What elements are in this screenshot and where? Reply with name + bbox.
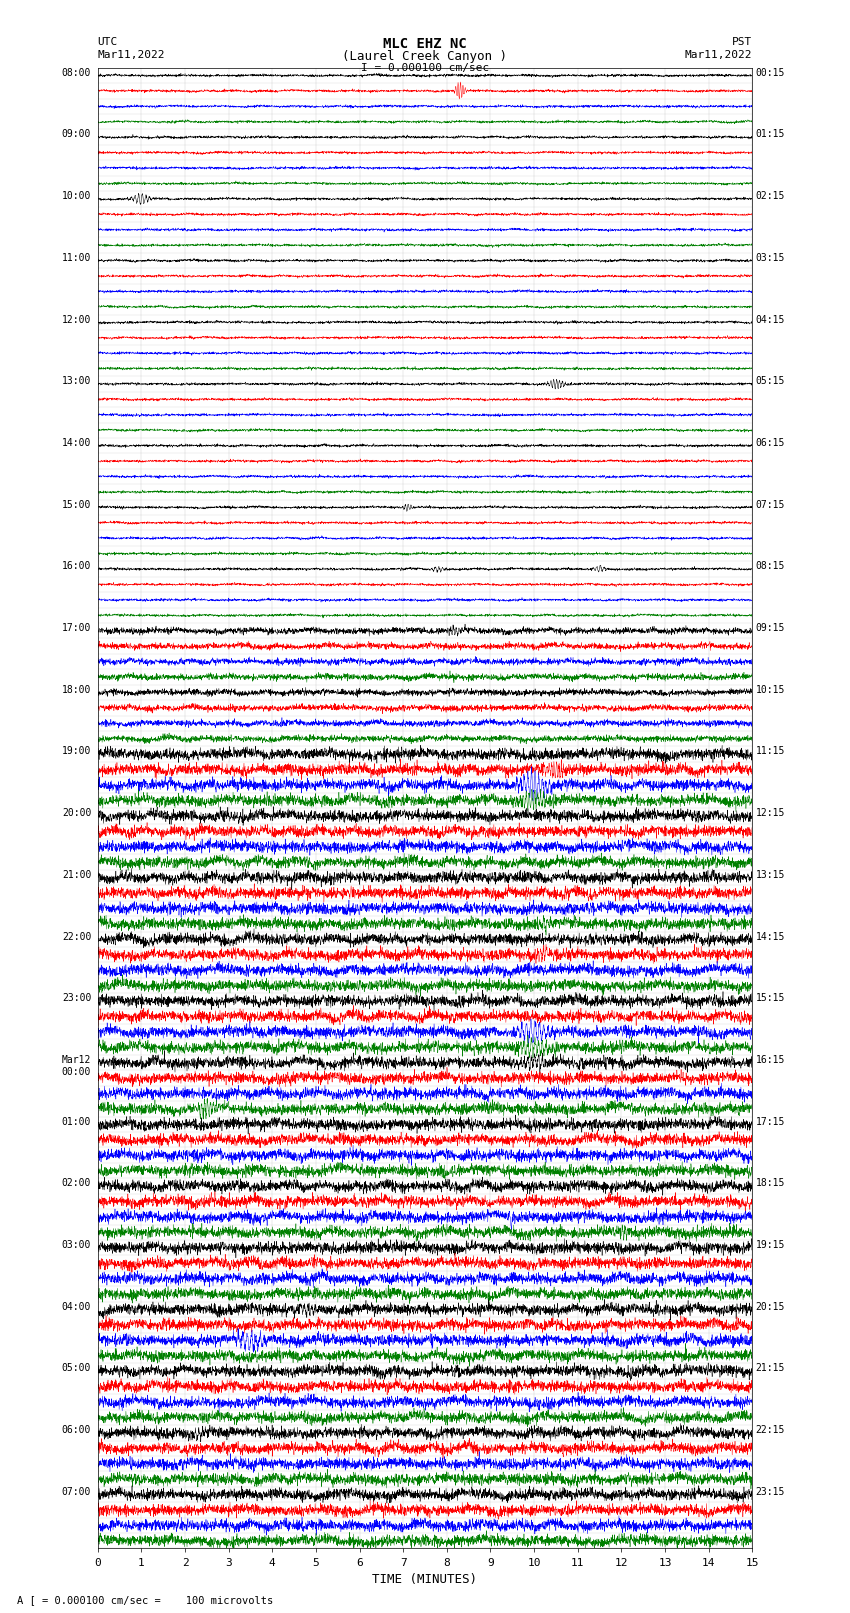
Text: 09:15: 09:15 [756, 623, 785, 632]
Text: 19:00: 19:00 [62, 747, 91, 756]
Text: 10:15: 10:15 [756, 684, 785, 695]
Text: 17:15: 17:15 [756, 1116, 785, 1126]
Text: 02:15: 02:15 [756, 192, 785, 202]
Text: 06:00: 06:00 [62, 1426, 91, 1436]
Text: 22:00: 22:00 [62, 931, 91, 942]
Text: 17:00: 17:00 [62, 623, 91, 632]
Text: UTC: UTC [98, 37, 118, 47]
Text: 13:15: 13:15 [756, 869, 785, 879]
Text: 21:00: 21:00 [62, 869, 91, 879]
Text: Mar11,2022: Mar11,2022 [685, 50, 752, 60]
Text: (Laurel Creek Canyon ): (Laurel Creek Canyon ) [343, 50, 507, 63]
Text: 08:15: 08:15 [756, 561, 785, 571]
Text: 05:00: 05:00 [62, 1363, 91, 1373]
Text: Mar12
00:00: Mar12 00:00 [62, 1055, 91, 1076]
Text: 03:00: 03:00 [62, 1240, 91, 1250]
Text: 22:15: 22:15 [756, 1426, 785, 1436]
Text: 14:15: 14:15 [756, 931, 785, 942]
Text: 16:00: 16:00 [62, 561, 91, 571]
Text: 02:00: 02:00 [62, 1177, 91, 1189]
Text: 20:15: 20:15 [756, 1302, 785, 1311]
Text: 01:15: 01:15 [756, 129, 785, 139]
Text: 07:00: 07:00 [62, 1487, 91, 1497]
Text: 15:15: 15:15 [756, 994, 785, 1003]
Text: Mar11,2022: Mar11,2022 [98, 50, 165, 60]
Text: 07:15: 07:15 [756, 500, 785, 510]
Text: 11:00: 11:00 [62, 253, 91, 263]
Text: 23:15: 23:15 [756, 1487, 785, 1497]
Text: 05:15: 05:15 [756, 376, 785, 386]
Text: 04:15: 04:15 [756, 315, 785, 324]
Text: 10:00: 10:00 [62, 192, 91, 202]
Text: 03:15: 03:15 [756, 253, 785, 263]
Text: 01:00: 01:00 [62, 1116, 91, 1126]
Text: 09:00: 09:00 [62, 129, 91, 139]
Text: 23:00: 23:00 [62, 994, 91, 1003]
Text: 20:00: 20:00 [62, 808, 91, 818]
Text: MLC EHZ NC: MLC EHZ NC [383, 37, 467, 52]
Text: 12:00: 12:00 [62, 315, 91, 324]
Text: 15:00: 15:00 [62, 500, 91, 510]
Text: I = 0.000100 cm/sec: I = 0.000100 cm/sec [361, 63, 489, 73]
Text: 18:15: 18:15 [756, 1177, 785, 1189]
Text: 16:15: 16:15 [756, 1055, 785, 1065]
Text: 13:00: 13:00 [62, 376, 91, 386]
Text: 00:15: 00:15 [756, 68, 785, 77]
Text: 08:00: 08:00 [62, 68, 91, 77]
Text: 21:15: 21:15 [756, 1363, 785, 1373]
Text: 14:00: 14:00 [62, 439, 91, 448]
Text: 11:15: 11:15 [756, 747, 785, 756]
Text: A [ = 0.000100 cm/sec =    100 microvolts: A [ = 0.000100 cm/sec = 100 microvolts [17, 1595, 273, 1605]
Text: 19:15: 19:15 [756, 1240, 785, 1250]
Text: PST: PST [732, 37, 752, 47]
Text: 12:15: 12:15 [756, 808, 785, 818]
Text: 06:15: 06:15 [756, 439, 785, 448]
Text: 18:00: 18:00 [62, 684, 91, 695]
X-axis label: TIME (MINUTES): TIME (MINUTES) [372, 1573, 478, 1586]
Text: 04:00: 04:00 [62, 1302, 91, 1311]
